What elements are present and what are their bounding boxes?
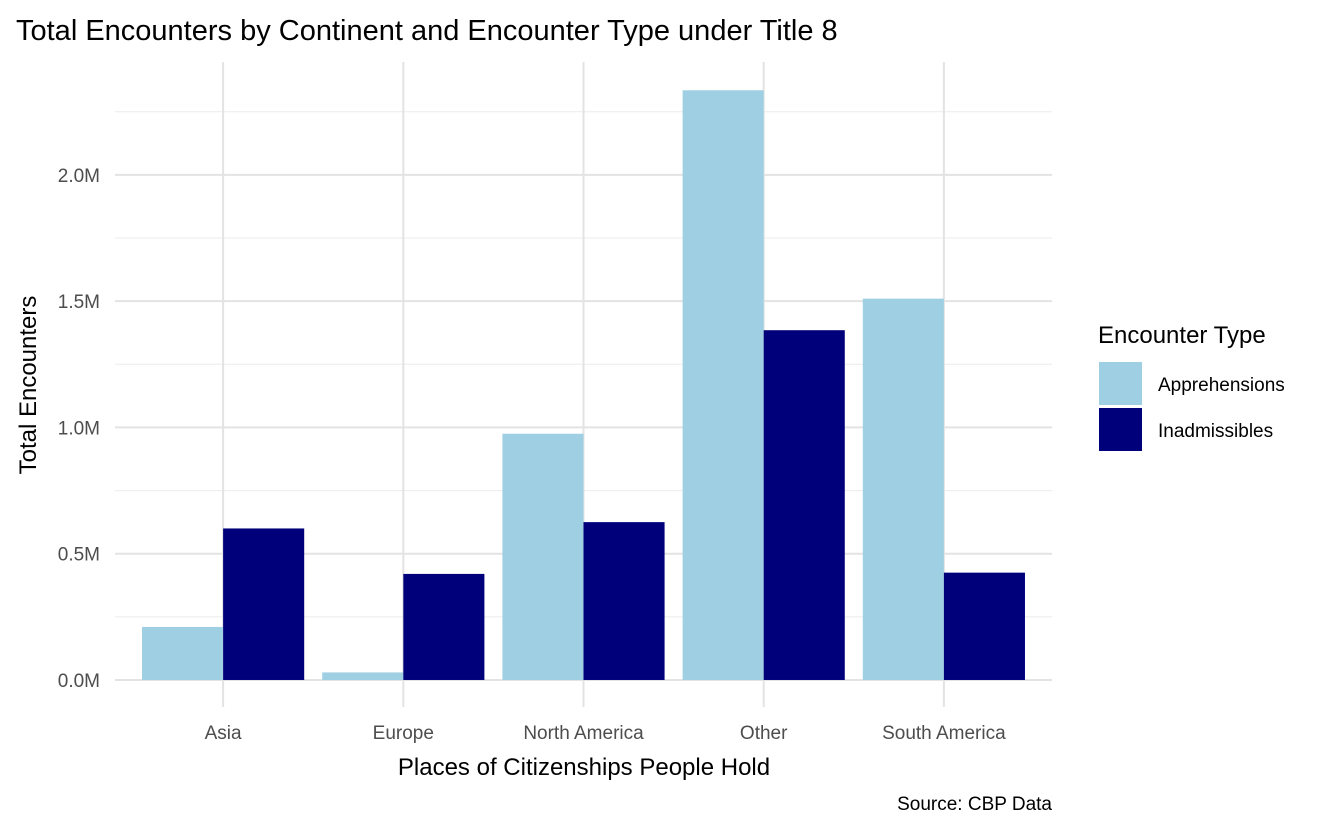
bar-apprehensions-asia: [142, 626, 224, 680]
bar-inadmissibles-south-america: [943, 572, 1025, 680]
legend-key-apprehensions: [1099, 362, 1142, 405]
legend-label: Apprehensions: [1158, 375, 1285, 396]
bar-inadmissibles-europe: [403, 573, 485, 680]
legend-key-inadmissibles: [1099, 408, 1142, 451]
bar-apprehensions-north-america: [502, 433, 584, 680]
y-tick-label: 1.5M: [58, 292, 100, 313]
bar-inadmissibles-asia: [223, 528, 305, 680]
bar-apprehensions-south-america: [862, 298, 944, 680]
x-tick-label: South America: [882, 723, 1006, 744]
legend: Encounter Type Apprehensions Inadmissible…: [1098, 322, 1285, 451]
legend-title: Encounter Type: [1098, 322, 1266, 349]
y-tick-label: 1.0M: [58, 418, 100, 439]
y-axis-label: Total Encounters: [15, 296, 42, 475]
bar-inadmissibles-north-america: [583, 522, 665, 680]
x-tick-label: Asia: [205, 723, 242, 744]
bar-inadmissibles-other: [763, 330, 845, 680]
y-tick-labels: 0.0M 0.5M 1.0M 1.5M 2.0M: [58, 166, 100, 692]
y-tick-label: 0.5M: [58, 545, 100, 566]
chart-title: Total Encounters by Continent and Encoun…: [16, 15, 838, 47]
x-tick-label: Other: [740, 723, 788, 744]
caption: Source: CBP Data: [897, 794, 1052, 815]
x-tick-labels: Asia Europe North America Other South Americ…: [205, 723, 1006, 744]
y-tick-label: 0.0M: [58, 671, 100, 692]
bar-apprehensions-other: [682, 90, 764, 680]
y-tick-label: 2.0M: [58, 166, 100, 187]
x-tick-label: Europe: [373, 723, 434, 744]
bar-apprehensions-europe: [322, 672, 404, 680]
x-tick-label: North America: [523, 723, 644, 744]
x-axis-label: Places of Citizenships People Hold: [398, 754, 770, 781]
legend-label: Inadmissibles: [1158, 421, 1273, 442]
bars: [142, 90, 1025, 680]
